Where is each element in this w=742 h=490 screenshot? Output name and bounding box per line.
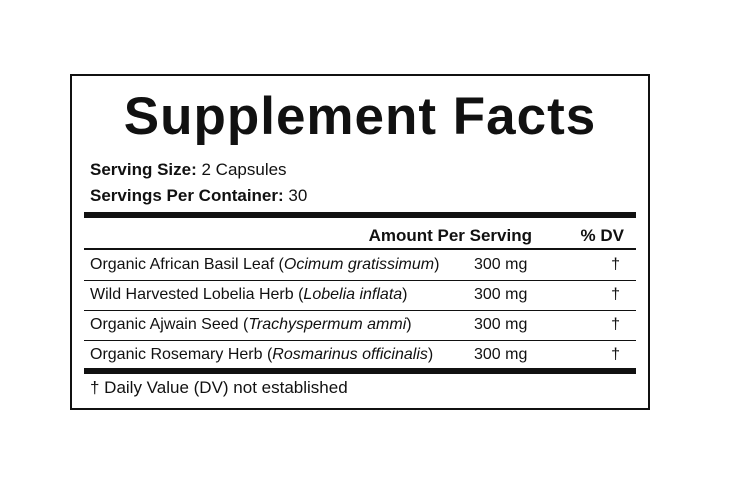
daily-value: †: [611, 286, 620, 303]
amount: 300 mg: [474, 316, 528, 333]
amount: 300 mg: [474, 286, 528, 303]
amount: 300 mg: [474, 256, 528, 273]
ingredient-row: Organic Rosemary Herb (Rosmarinus offici…: [90, 346, 630, 370]
amount-header: Amount Per Serving: [368, 226, 532, 245]
label: Serving Size:: [90, 160, 197, 179]
label: Servings Per Container:: [90, 186, 284, 205]
thick-rule: [84, 212, 636, 218]
name-part: ): [402, 286, 408, 303]
name-part: Wild Harvested Lobelia Herb (: [90, 286, 304, 303]
ingredient-row: Organic Ajwain Seed (Trachyspermum ammi)…: [90, 316, 630, 340]
ingredient-row: Wild Harvested Lobelia Herb (Lobelia inf…: [90, 286, 630, 310]
latin-name: Ocimum gratissimum: [283, 256, 435, 273]
ingredient-name: Organic Rosemary Herb (Rosmarinus offici…: [90, 346, 433, 363]
daily-value: †: [611, 316, 620, 333]
name-part: Organic Ajwain Seed (: [90, 316, 249, 333]
ingredient-name: Organic Ajwain Seed (Trachyspermum ammi): [90, 316, 412, 333]
thick-rule: [84, 368, 636, 374]
rule: [84, 310, 636, 311]
ingredient-row: Organic African Basil Leaf (Ocimum grati…: [90, 256, 630, 280]
facts-panel: Supplement Facts Serving Size: 2 Capsule…: [70, 74, 650, 410]
footnote: † Daily Value (DV) not established: [90, 378, 348, 397]
value: 30: [288, 186, 308, 205]
name-part: Organic Rosemary Herb (: [90, 346, 273, 363]
servings-per-container: Servings Per Container: 30: [90, 186, 307, 206]
serving-size: Serving Size: 2 Capsules: [90, 160, 287, 180]
dv-header: % DV: [580, 226, 624, 245]
amount: 300 mg: [474, 346, 528, 363]
daily-value: †: [611, 256, 620, 273]
daily-value: †: [611, 346, 620, 363]
rule: [84, 248, 636, 250]
name-part: ): [434, 256, 440, 273]
rule: [84, 280, 636, 281]
name-part: ): [427, 346, 434, 363]
latin-name: Trachyspermum ammi: [248, 316, 407, 333]
latin-name: Lobelia inflata: [303, 286, 403, 303]
value: 2 Capsules: [201, 160, 287, 179]
ingredient-name: Wild Harvested Lobelia Herb (Lobelia inf…: [90, 286, 408, 303]
name-part: ): [406, 316, 412, 333]
name-part: Organic African Basil Leaf (: [90, 256, 284, 273]
ingredient-name: Organic African Basil Leaf (Ocimum grati…: [90, 256, 439, 273]
title: Supplement Facts: [123, 87, 597, 146]
rule: [84, 340, 636, 341]
latin-name: Rosmarinus officinalis: [272, 346, 428, 363]
